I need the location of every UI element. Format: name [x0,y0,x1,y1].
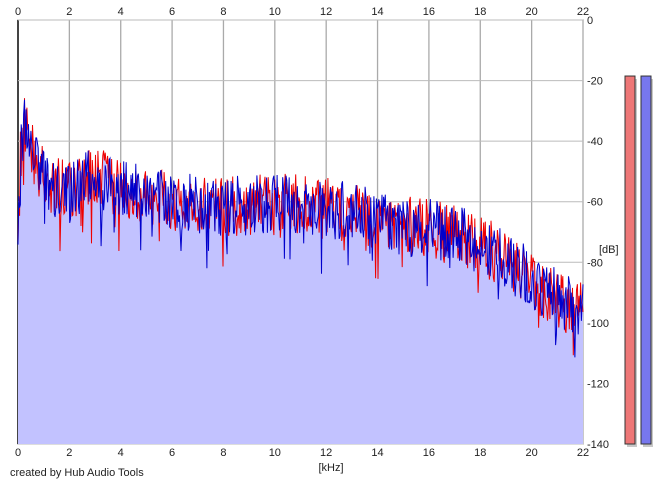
x-tick-label-bottom: 18 [474,447,486,459]
x-tick-label-bottom: 14 [371,447,383,459]
x-tick-label-top: 16 [423,6,435,18]
x-tick-label-top: 6 [169,6,175,18]
y-tick-label: -60 [587,197,603,209]
x-tick-label-bottom: 20 [526,447,538,459]
x-tick-label-bottom: 22 [577,447,589,459]
x-tick-label-bottom: 8 [220,447,226,459]
credit-text: created by Hub Audio Tools [10,467,144,479]
level-meter-2 [640,75,652,445]
x-tick-label-top: 14 [371,6,383,18]
y-tick-label: -140 [587,439,609,451]
x-axis-label: [kHz] [318,462,343,474]
y-tick-label: -40 [587,136,603,148]
x-tick-label-top: 10 [269,6,281,18]
level-meters [624,75,653,448]
y-axis-label: [dB] [599,244,619,256]
x-tick-label-bottom: 10 [269,447,281,459]
x-tick-label-bottom: 12 [320,447,332,459]
y-tick-label: -120 [587,378,609,390]
spectrum-fill [18,98,583,444]
x-tick-label-top: 0 [15,6,21,18]
y-axis-right: 0 -20 -40 -60 -80 -100 -120 -140 [587,15,609,451]
x-tick-label-top: 12 [320,6,332,18]
x-axis-top: 0 2 4 6 8 10 12 14 16 18 20 22 [15,6,589,18]
y-tick-label: -100 [587,318,609,330]
x-axis-bottom: 0 2 4 6 8 10 12 14 16 18 20 22 [15,447,589,459]
x-tick-label-bottom: 16 [423,447,435,459]
x-tick-label-top: 18 [474,6,486,18]
series-layer [17,98,584,358]
x-tick-label-bottom: 0 [15,447,21,459]
x-tick-label-bottom: 4 [118,447,124,459]
x-tick-label-top: 20 [526,6,538,18]
x-tick-label-bottom: 2 [66,447,72,459]
x-tick-label-top: 22 [577,6,589,18]
series-line-2 [17,99,584,358]
level-meter-1 [624,75,636,445]
x-tick-label-top: 8 [220,6,226,18]
y-tick-label: 0 [587,15,593,27]
y-tick-label: -80 [587,257,603,269]
x-tick-label-top: 4 [118,6,124,18]
x-tick-label-bottom: 6 [169,447,175,459]
y-tick-label: -20 [587,76,603,88]
x-tick-label-top: 2 [66,6,72,18]
